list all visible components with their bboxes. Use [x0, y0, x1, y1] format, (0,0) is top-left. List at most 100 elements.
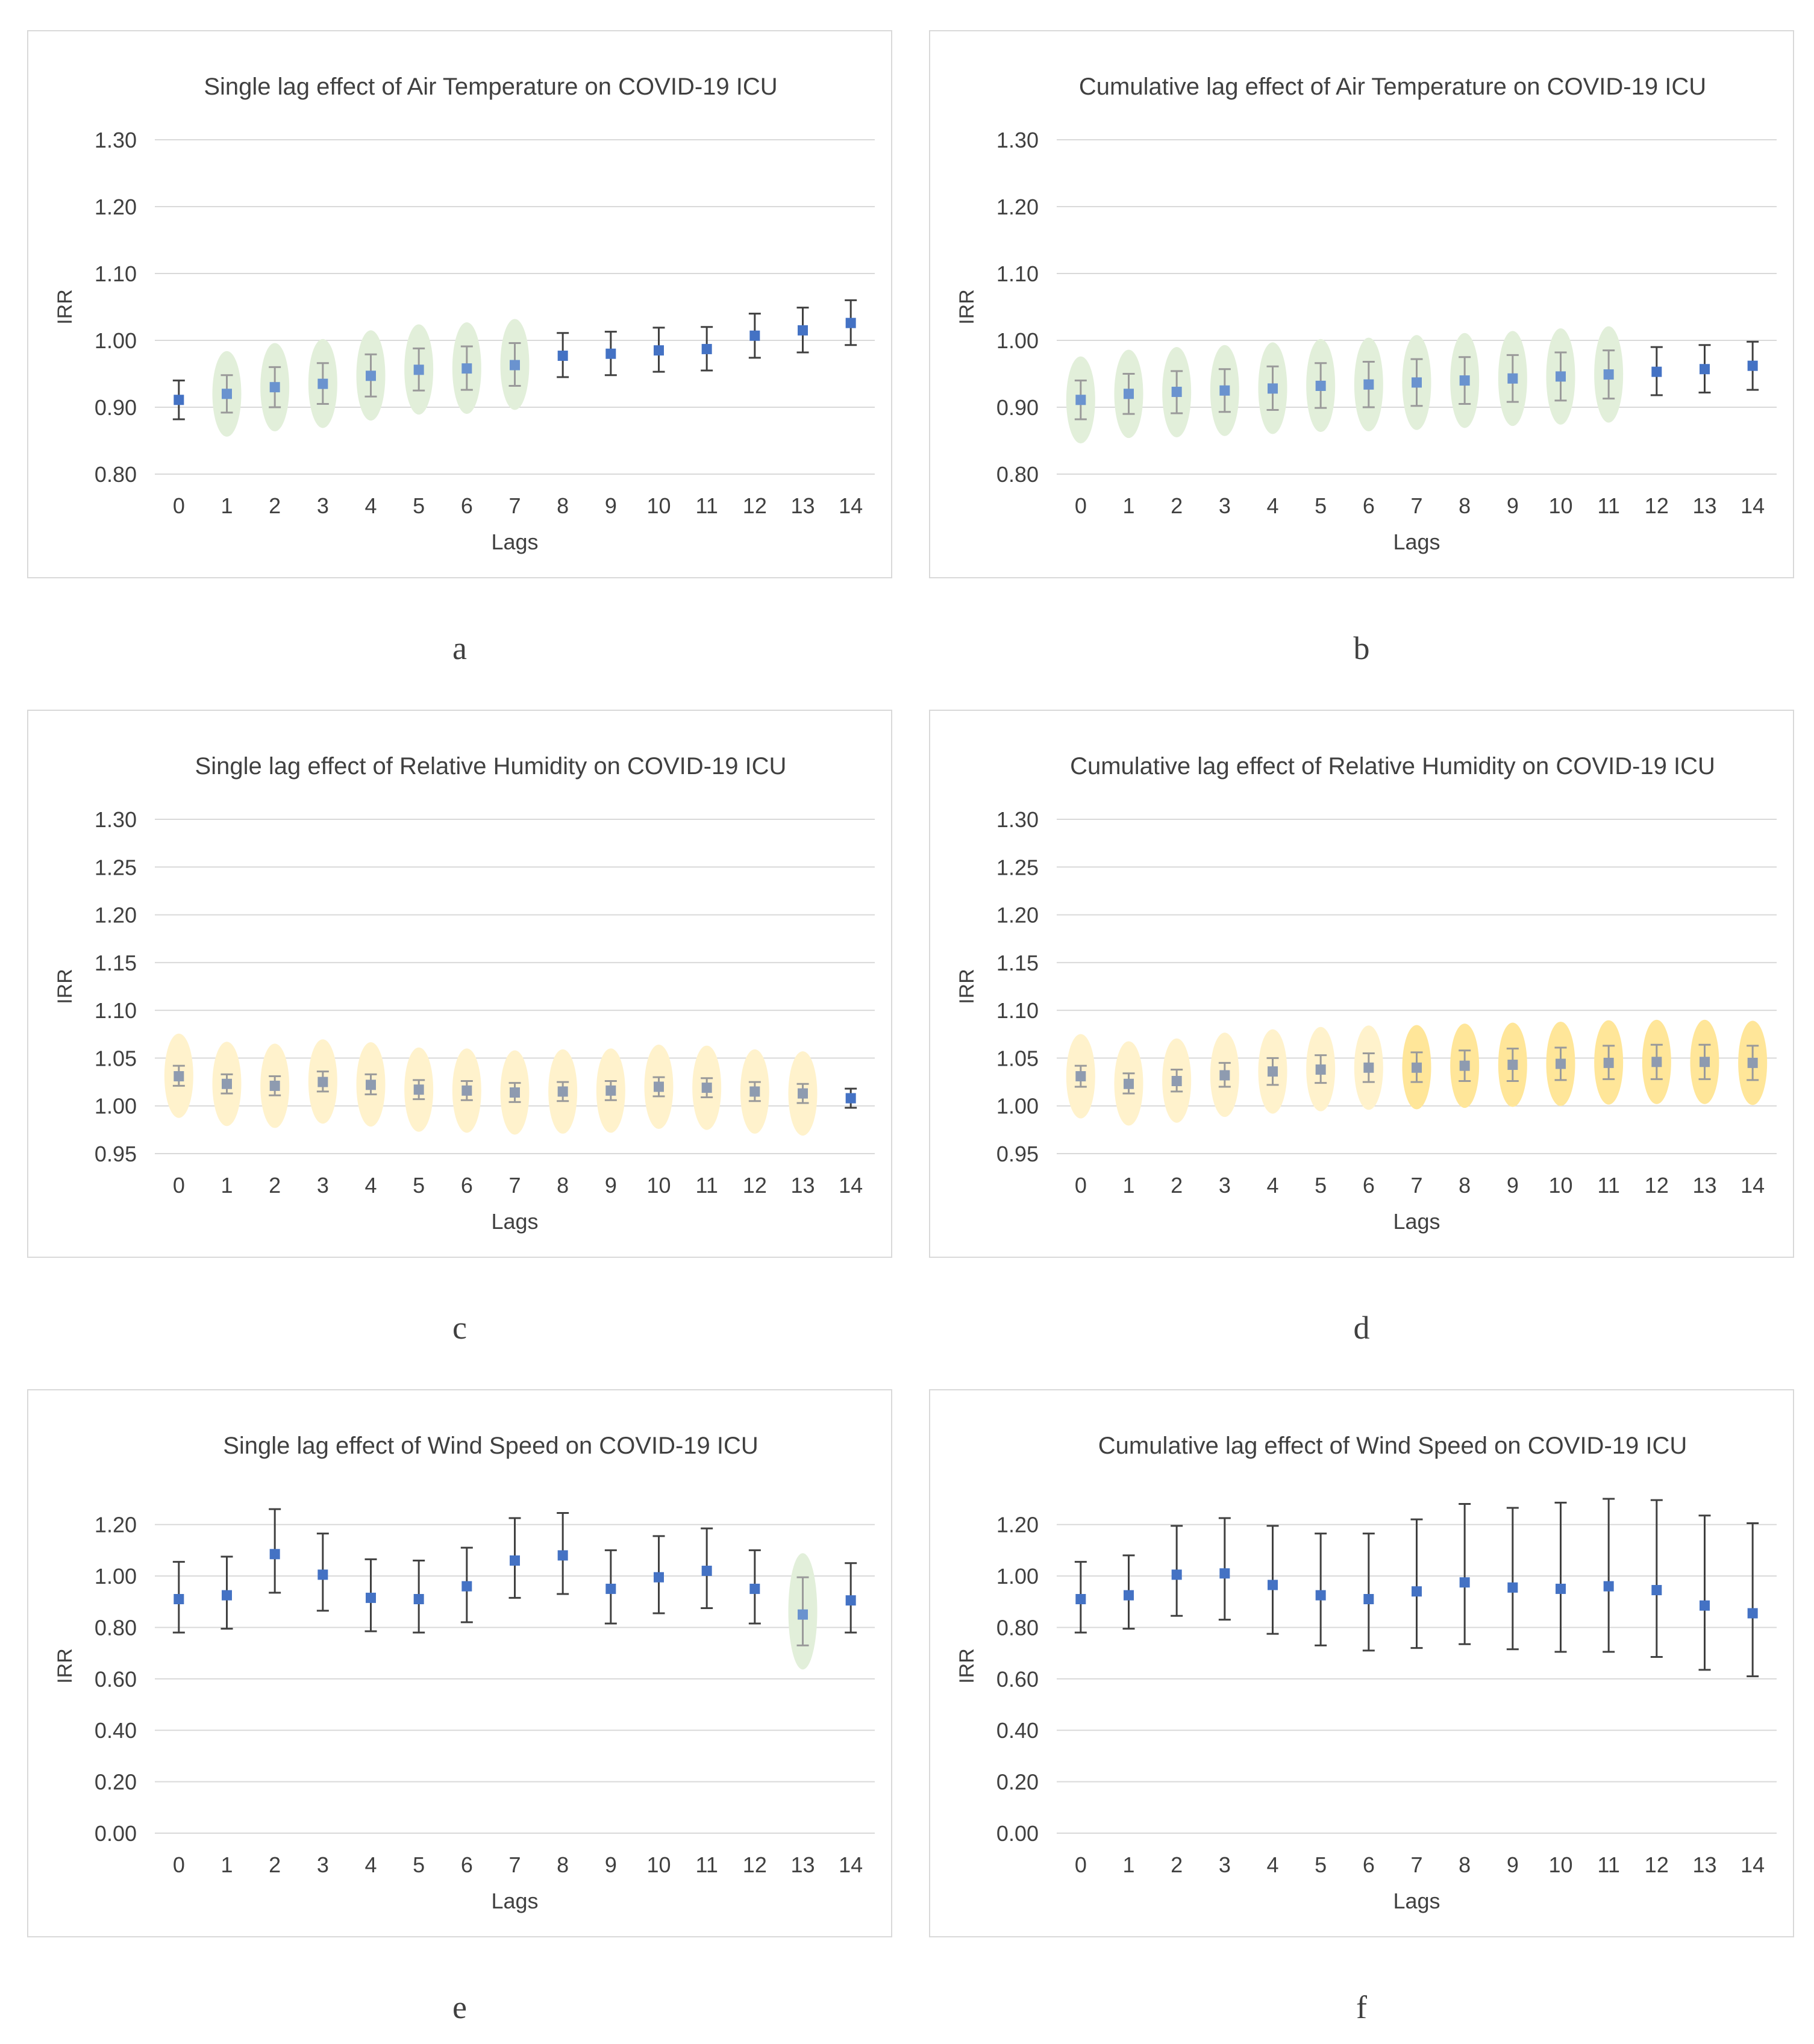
chart-a-ytick-label: 1.20	[95, 195, 137, 219]
chart-e-ytick-label: 0.60	[95, 1667, 137, 1692]
chart-e-xlabel: Lags	[491, 1889, 538, 1913]
chart-d-xlabel: Lags	[1393, 1209, 1440, 1234]
chart-c-xtick-label: 7	[508, 1173, 521, 1198]
chart-a-point	[366, 370, 376, 381]
chart-e-xtick-label: 11	[695, 1852, 718, 1877]
chart-d-xtick-label: 0	[1075, 1173, 1087, 1198]
chart-a-ytick-label: 1.30	[95, 128, 137, 152]
chart-b-point	[1219, 385, 1230, 396]
chart-e-xtick-label: 3	[317, 1852, 329, 1877]
chart-a-point	[317, 378, 328, 389]
chart-b-xtick-label: 11	[1597, 493, 1619, 518]
chart-panel-f: Cumulative lag effect of Wind Speed on C…	[929, 1389, 1794, 1937]
chart-svg-f: Cumulative lag effect of Wind Speed on C…	[955, 1433, 1777, 1913]
chart-f-point	[1507, 1582, 1518, 1593]
chart-f-xtick-label: 6	[1363, 1852, 1375, 1877]
chart-d-xtick-label: 12	[1645, 1173, 1669, 1198]
chart-c-xtick-label: 1	[220, 1173, 233, 1198]
chart-b-point	[1651, 366, 1662, 377]
chart-f-xtick-label: 9	[1507, 1852, 1519, 1877]
chart-e-title: Single lag effect of Wind Speed on COVID…	[223, 1433, 758, 1459]
chart-b-ytick-label: 1.10	[996, 261, 1039, 286]
chart-c-ytick-label: 1.15	[95, 951, 137, 975]
chart-f-point	[1747, 1608, 1758, 1619]
chart-e-ytick-label: 0.00	[95, 1821, 137, 1846]
chart-c-point	[222, 1078, 232, 1089]
chart-f-title: Cumulative lag effect of Wind Speed on C…	[1098, 1433, 1687, 1459]
chart-f-ytick-label: 1.00	[996, 1564, 1039, 1589]
chart-e-point	[701, 1566, 712, 1577]
panel-label-f: f	[1356, 1989, 1367, 2025]
chart-c-point	[174, 1071, 184, 1082]
chart-a-ytick-label: 0.80	[95, 462, 137, 487]
chart-e-ytick-label: 0.80	[95, 1615, 137, 1640]
chart-panel-b: Cumulative lag effect of Air Temperature…	[929, 30, 1794, 578]
chart-a-point	[749, 330, 760, 341]
chart-e-ytick-label: 1.20	[95, 1513, 137, 1537]
chart-a-title: Single lag effect of Air Temperature on …	[204, 73, 777, 100]
chart-d-xtick-label: 3	[1219, 1173, 1231, 1198]
chart-c-xtick-label: 11	[695, 1173, 718, 1198]
chart-f-point	[1556, 1583, 1566, 1594]
chart-b-xlabel: Lags	[1393, 530, 1440, 554]
chart-c-xtick-label: 4	[364, 1173, 377, 1198]
chart-c-xtick-label: 14	[839, 1173, 863, 1198]
chart-d-xtick-label: 6	[1363, 1173, 1375, 1198]
chart-c-xtick-label: 0	[173, 1173, 185, 1198]
chart-f-xtick-label: 10	[1548, 1852, 1572, 1877]
chart-c-title: Single lag effect of Relative Humidity o…	[195, 753, 787, 780]
chart-e-point	[749, 1583, 760, 1594]
chart-f-ytick-label: 0.80	[996, 1615, 1039, 1640]
chart-d-ylabel: IRR	[955, 969, 978, 1004]
chart-c-ytick-label: 1.20	[95, 903, 137, 928]
chart-a-ylabel: IRR	[54, 289, 77, 325]
chart-f-xlabel: Lags	[1393, 1889, 1440, 1913]
chart-f-ytick-label: 1.20	[996, 1513, 1039, 1537]
chart-f-point	[1459, 1577, 1470, 1588]
chart-b-xtick-label: 9	[1507, 493, 1519, 518]
chart-b-xtick-label: 2	[1171, 493, 1183, 518]
chart-a-xtick-label: 2	[269, 493, 281, 518]
chart-d-ytick-label: 1.15	[996, 951, 1039, 975]
chart-f-xtick-label: 1	[1122, 1852, 1134, 1877]
chart-c-point	[749, 1086, 760, 1097]
chart-b-xtick-label: 12	[1645, 493, 1669, 518]
chart-f-point	[1171, 1569, 1182, 1580]
chart-d-xtick-label: 11	[1597, 1173, 1619, 1198]
chart-e-ytick-label: 1.00	[95, 1564, 137, 1589]
chart-e-point	[174, 1594, 184, 1604]
chart-e-point	[317, 1569, 328, 1580]
chart-f-point	[1268, 1580, 1278, 1590]
chart-d-xtick-label: 13	[1692, 1173, 1716, 1198]
panel-label-b: b	[1353, 630, 1370, 666]
chart-c-point	[701, 1083, 712, 1093]
chart-a-point	[174, 395, 184, 405]
chart-a-point	[461, 363, 472, 374]
panel-label-d: d	[1353, 1310, 1370, 1346]
chart-d-point	[1124, 1078, 1134, 1089]
chart-d-title: Cumulative lag effect of Relative Humidi…	[1070, 753, 1715, 780]
chart-svg-e: Single lag effect of Wind Speed on COVID…	[54, 1433, 875, 1913]
chart-d-xtick-label: 1	[1122, 1173, 1134, 1198]
chart-c-xlabel: Lags	[491, 1209, 538, 1234]
chart-a-xtick-label: 1	[220, 493, 233, 518]
chart-a-xtick-label: 3	[317, 493, 329, 518]
chart-b-point	[1556, 371, 1566, 382]
chart-b-point	[1075, 395, 1086, 405]
chart-a-point	[701, 343, 712, 354]
chart-c-point	[510, 1087, 520, 1098]
chart-a-point	[798, 325, 808, 336]
chart-b-title: Cumulative lag effect of Air Temperature…	[1079, 73, 1706, 100]
chart-b-point	[1363, 379, 1374, 390]
chart-b-xtick-label: 14	[1741, 493, 1765, 518]
chart-d-point	[1507, 1060, 1518, 1070]
chart-panel-d: Cumulative lag effect of Relative Humidi…	[929, 710, 1794, 1258]
chart-d-xtick-label: 14	[1741, 1173, 1765, 1198]
chart-f-ytick-label: 0.00	[996, 1821, 1039, 1846]
chart-a-point	[605, 348, 616, 359]
chart-a-xtick-label: 9	[605, 493, 617, 518]
chart-d-xtick-label: 5	[1315, 1173, 1327, 1198]
chart-d-ytick-label: 0.95	[996, 1142, 1039, 1166]
chart-d-point	[1363, 1062, 1374, 1073]
chart-c-xtick-label: 9	[605, 1173, 617, 1198]
